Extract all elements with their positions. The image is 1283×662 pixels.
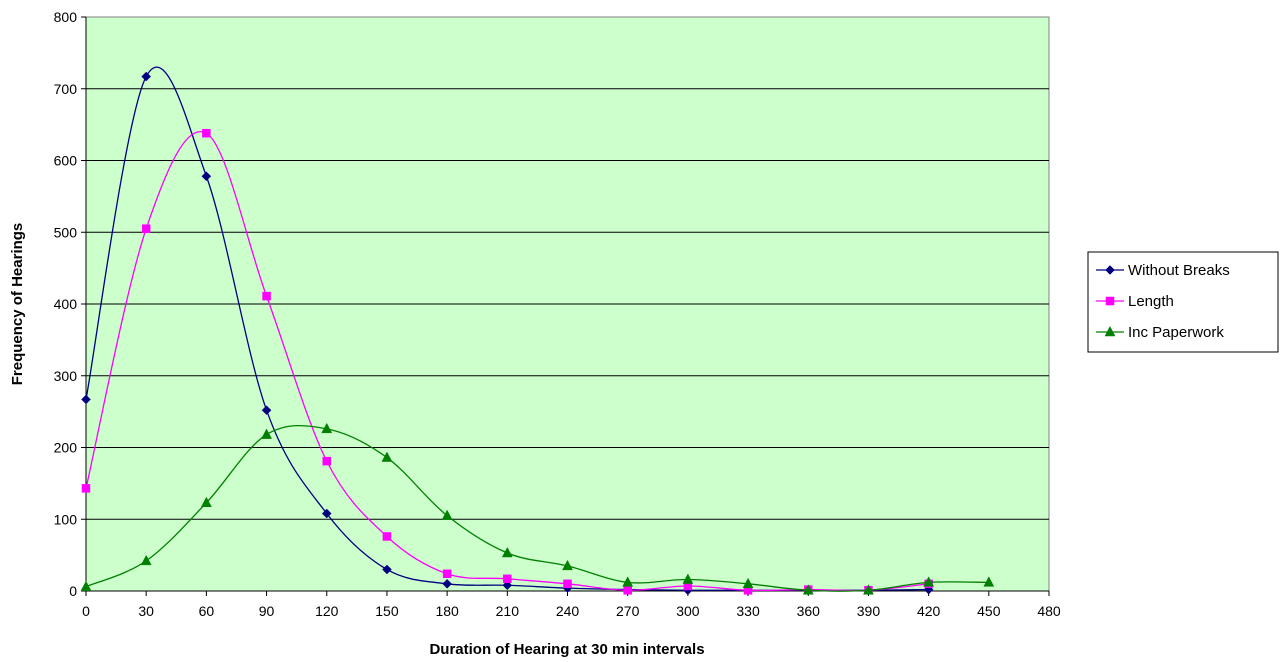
data-point-inc-paperwork (622, 576, 634, 587)
legend-item-length: Length (1096, 293, 1174, 310)
data-point-inc-paperwork (80, 580, 92, 591)
y-tick-label: 700 (54, 81, 78, 97)
series-inc-paperwork (80, 422, 995, 595)
x-tick-label: 300 (676, 603, 700, 619)
data-point-inc-paperwork (381, 451, 393, 462)
x-tick-label: 360 (797, 603, 821, 619)
y-tick-label: 100 (54, 511, 78, 527)
data-point-inc-paperwork (863, 584, 874, 595)
data-point-inc-paperwork (200, 496, 212, 507)
data-point-inc-paperwork (923, 576, 935, 587)
legend-label: Without Breaks (1128, 262, 1230, 279)
data-point-without-breaks (201, 171, 212, 182)
data-point-length (202, 128, 211, 138)
legend-box (1087, 251, 1279, 353)
data-point-length (503, 574, 512, 584)
data-point-without-breaks (141, 71, 152, 82)
x-tick-label: 90 (259, 603, 275, 619)
y-tick-label: 300 (54, 368, 78, 384)
legend-label: Length (1128, 293, 1174, 310)
legend-marker (1105, 296, 1115, 306)
data-point-length (623, 586, 632, 595)
data-point-length (322, 456, 331, 466)
data-point-without-breaks (382, 564, 392, 575)
x-tick-label: 270 (616, 603, 640, 619)
x-axis-ticks: 0 30 60 90 120 150 180 210 240 270 300 330 360 390 420… (82, 17, 1061, 619)
data-point-without-breaks (261, 405, 272, 416)
x-tick-label: 0 (82, 603, 90, 619)
data-point-length (442, 569, 452, 579)
data-point-length (262, 291, 271, 301)
legend: Without Breaks Length Inc Paperwork (1087, 251, 1279, 353)
data-point-length (81, 484, 91, 493)
data-point-inc-paperwork (562, 559, 573, 571)
legend-marker (1104, 325, 1116, 337)
y-tick-label: 500 (54, 224, 78, 240)
x-axis-title: Duration of Hearing at 30 min intervals (429, 641, 704, 658)
y-tick-label: 200 (54, 440, 78, 456)
x-tick-label: 120 (315, 603, 339, 619)
x-tick-label: 450 (977, 603, 1001, 619)
legend-item-inc-paperwork: Inc Paperwork (1096, 324, 1224, 341)
y-axis-ticks: 0 100 200 300 400 500 600 700 800 (54, 9, 86, 599)
data-point-length (382, 532, 392, 541)
data-point-inc-paperwork (983, 576, 995, 587)
legend-items: Without Breaks Length Inc Paperwork (1096, 262, 1230, 341)
data-point-inc-paperwork (802, 584, 814, 595)
x-tick-label: 150 (375, 603, 399, 619)
data-point-inc-paperwork (742, 577, 754, 589)
x-tick-label: 240 (556, 603, 580, 619)
x-tick-label: 180 (435, 603, 459, 619)
data-point-inc-paperwork (261, 428, 272, 439)
data-point-inc-paperwork (501, 546, 513, 558)
y-tick-label: 400 (54, 296, 78, 312)
data-point-length (141, 224, 151, 233)
data-point-inc-paperwork (140, 554, 152, 566)
data-point-inc-paperwork (441, 509, 453, 520)
x-tick-label: 30 (138, 603, 154, 619)
data-point-inc-paperwork (682, 573, 694, 584)
data-point-without-breaks (321, 508, 332, 519)
data-point-length (563, 579, 572, 589)
y-tick-label: 800 (54, 9, 78, 25)
y-tick-label: 600 (54, 153, 78, 169)
x-tick-label: 210 (496, 603, 520, 619)
series-layer (80, 66, 995, 596)
y-axis-title: Frequency of Hearings (9, 223, 26, 386)
x-tick-label: 480 (1037, 603, 1061, 619)
legend-item-without-breaks: Without Breaks (1096, 262, 1230, 279)
series-line-length (85, 130, 929, 592)
y-tick-label: 0 (69, 583, 77, 599)
x-tick-label: 390 (857, 603, 881, 619)
data-point-without-breaks (442, 578, 452, 589)
legend-marker (1105, 265, 1115, 275)
x-tick-label: 60 (199, 603, 215, 619)
data-point-inc-paperwork (321, 422, 333, 434)
data-point-without-breaks (81, 394, 91, 405)
legend-label: Inc Paperwork (1128, 324, 1224, 341)
x-tick-label: 420 (917, 603, 941, 619)
x-tick-label: 330 (736, 603, 760, 619)
series-length (81, 128, 933, 595)
